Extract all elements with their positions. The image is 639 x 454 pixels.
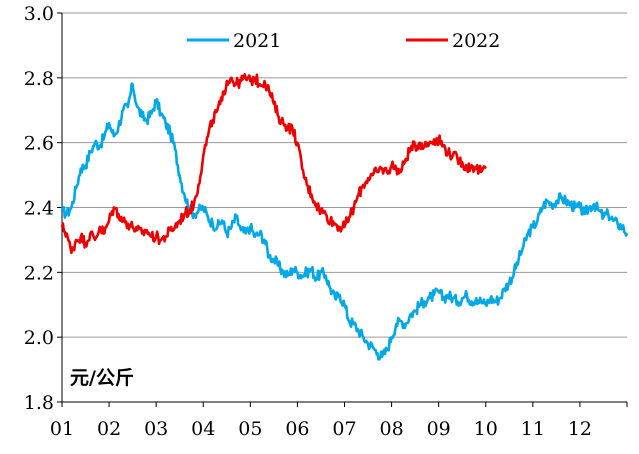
x-tick-label: 03 — [144, 418, 168, 440]
x-tick-labels: 01 02 03 04 05 06 07 08 09 10 11 12 — [50, 418, 592, 440]
legend: 2021 2022 — [187, 30, 500, 52]
y-tick-label: 2.2 — [24, 262, 54, 284]
series-lines — [60, 73, 629, 361]
y-tick-label: 1.8 — [24, 392, 54, 414]
legend-label-2021: 2021 — [233, 30, 281, 52]
unit-label: 元/公斤 — [70, 367, 134, 389]
x-tick-label: 01 — [50, 418, 74, 440]
x-tick-label: 08 — [379, 418, 403, 440]
gridlines — [62, 12, 627, 338]
x-tick-label: 04 — [191, 418, 215, 440]
x-tick-label: 09 — [427, 418, 451, 440]
x-tick-label: 07 — [332, 418, 356, 440]
x-tick-label: 12 — [568, 418, 592, 440]
series-line-2021 — [60, 82, 629, 361]
y-tick-label: 2.4 — [24, 198, 54, 220]
x-tick-label: 05 — [238, 418, 262, 440]
y-tick-label: 2.6 — [24, 133, 54, 155]
series-line-2022 — [60, 73, 487, 255]
y-tick-labels: 1.8 2.0 2.2 2.4 2.6 2.8 3.0 — [24, 3, 54, 414]
y-tick-label: 2.8 — [24, 68, 54, 90]
legend-label-2022: 2022 — [452, 30, 500, 52]
x-tick-label: 02 — [97, 418, 121, 440]
x-tick-label: 06 — [285, 418, 309, 440]
x-tick-label: 11 — [521, 418, 545, 440]
y-tick-label: 2.0 — [24, 327, 54, 349]
x-tick-label: 10 — [474, 418, 498, 440]
y-tick-label: 3.0 — [24, 3, 54, 25]
